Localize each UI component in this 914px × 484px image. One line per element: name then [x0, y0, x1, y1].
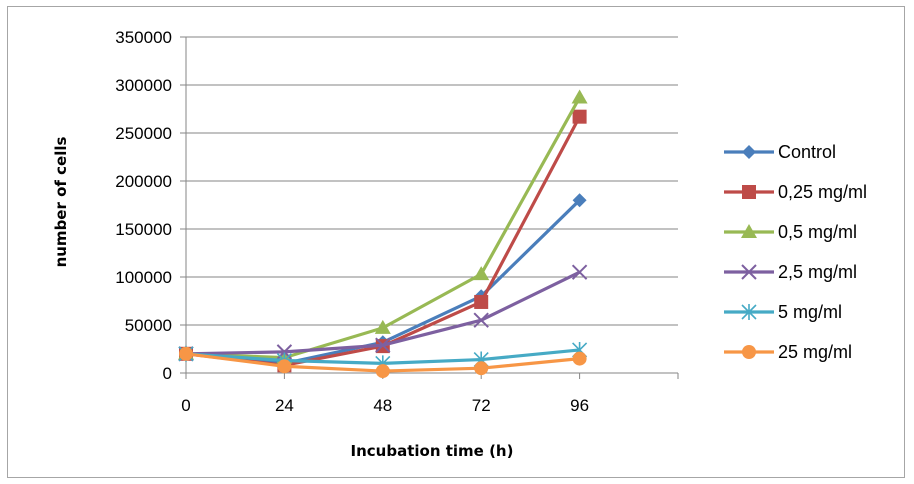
legend-item: 25 mg/ml [724, 342, 852, 362]
data-point [179, 346, 193, 361]
y-tick-labels: 0 50000 100000 150000 200000 250000 300000 3500… [115, 28, 172, 383]
data-point [473, 312, 489, 328]
gridlines [186, 36, 678, 326]
data-point [572, 351, 587, 366]
legend-item: 5 mg/ml [724, 302, 842, 322]
data-point [375, 364, 390, 379]
legend-label: 0,5 mg/ml [778, 222, 857, 242]
data-point [572, 193, 587, 208]
y-tick-label: 150000 [115, 220, 172, 239]
legend-item: 0,5 mg/ml [724, 222, 857, 242]
axes [180, 36, 679, 379]
x-tick-labels: 0 24 48 72 96 [181, 396, 589, 415]
y-tick-label: 0 [163, 364, 172, 383]
series-3 [178, 264, 588, 362]
series-5 [179, 346, 587, 379]
legend-label: 0,25 mg/ml [778, 182, 867, 202]
legend-item: 2,5 mg/ml [724, 262, 857, 282]
y-tick-label: 200000 [115, 172, 172, 191]
data-point [474, 294, 489, 309]
legend-item: 0,25 mg/ml [724, 182, 867, 202]
legend-label: Control [778, 142, 836, 162]
legend: Control 0,25 mg/ml 0,5 mg/ml 2,5 mg/ml 5 mg/… [724, 142, 867, 362]
data-point [473, 266, 490, 281]
x-tick-label: 24 [275, 396, 294, 415]
data-point [742, 185, 756, 199]
y-tick-label: 250000 [115, 124, 172, 143]
data-point [742, 145, 756, 159]
data-point [374, 319, 391, 334]
data-point [741, 224, 757, 238]
x-tick-label: 96 [570, 396, 589, 415]
y-tick-label: 350000 [115, 28, 172, 47]
y-tick-label: 300000 [115, 76, 172, 95]
series-lines [178, 89, 588, 379]
y-tick-label: 50000 [125, 316, 172, 335]
legend-item: Control [724, 142, 836, 162]
series-2 [178, 89, 588, 364]
data-point [741, 264, 757, 280]
x-tick-label: 48 [373, 396, 392, 415]
data-point [571, 264, 588, 280]
data-point [741, 304, 757, 320]
data-point [742, 345, 756, 359]
x-axis-title: Incubation time (h) [351, 442, 514, 460]
data-point [474, 361, 489, 376]
legend-label: 25 mg/ml [778, 342, 852, 362]
y-tick-label: 100000 [115, 268, 172, 287]
x-tick-label: 72 [472, 396, 491, 415]
y-axis-title: number of cells [52, 137, 70, 268]
data-point [571, 89, 588, 104]
data-point [572, 109, 587, 124]
x-tick-label: 0 [181, 396, 190, 415]
legend-label: 2,5 mg/ml [778, 262, 857, 282]
data-point [277, 359, 292, 374]
data-point [375, 337, 391, 353]
legend-label: 5 mg/ml [778, 302, 842, 322]
